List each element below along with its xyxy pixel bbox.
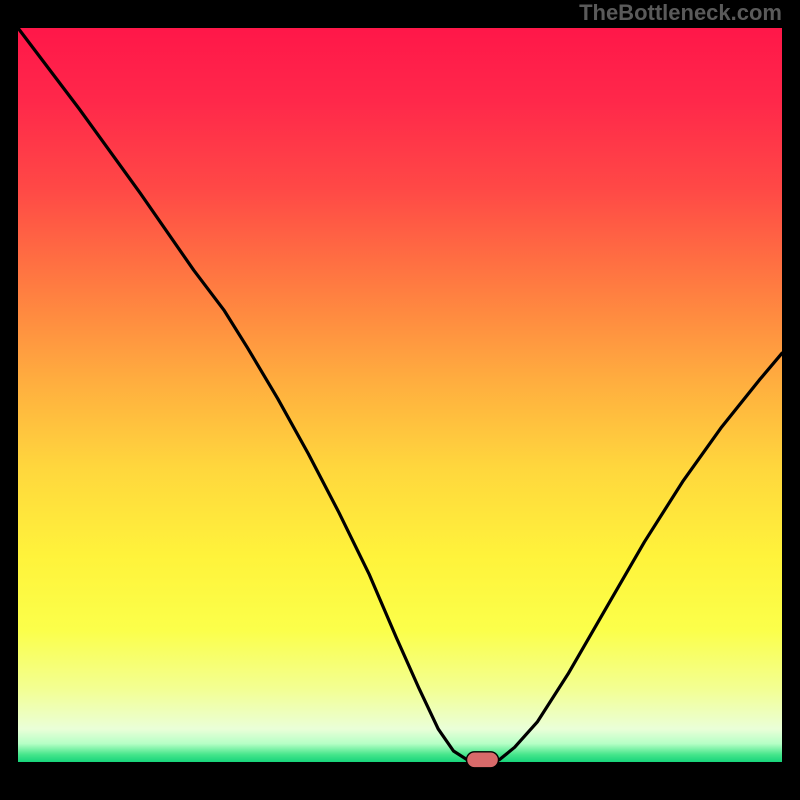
optimal-marker xyxy=(467,752,499,768)
chart-frame: TheBottleneck.com xyxy=(0,0,800,800)
bottleneck-chart xyxy=(0,0,800,800)
watermark-text: TheBottleneck.com xyxy=(579,0,782,26)
plot-gradient xyxy=(18,28,782,762)
